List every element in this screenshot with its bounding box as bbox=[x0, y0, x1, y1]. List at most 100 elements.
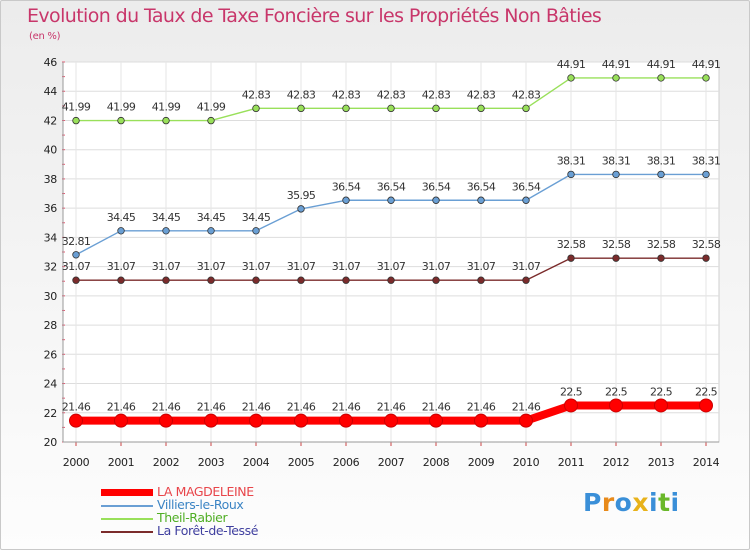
data-label: 31.07 bbox=[377, 260, 406, 273]
data-point bbox=[612, 254, 620, 262]
legend-label: LA MAGDELEINE bbox=[157, 484, 254, 499]
data-point bbox=[72, 116, 80, 125]
data-point bbox=[657, 254, 665, 262]
data-point bbox=[162, 116, 170, 125]
data-point bbox=[474, 413, 488, 428]
data-label: 21.46 bbox=[107, 401, 136, 414]
data-point bbox=[654, 398, 668, 413]
data-label: 21.46 bbox=[152, 401, 181, 414]
data-label: 34.45 bbox=[242, 211, 271, 224]
data-point bbox=[297, 276, 305, 284]
data-point bbox=[429, 413, 443, 428]
data-label: 32.81 bbox=[62, 235, 91, 248]
data-point bbox=[249, 413, 263, 428]
x-tick-label: 2006 bbox=[333, 456, 360, 469]
x-tick-label: 2003 bbox=[198, 456, 225, 469]
y-tick-label: 30 bbox=[44, 290, 58, 303]
data-point bbox=[564, 398, 578, 413]
data-label: 42.83 bbox=[332, 88, 361, 101]
data-point bbox=[159, 413, 173, 428]
y-tick-label: 42 bbox=[44, 114, 57, 127]
data-label: 31.07 bbox=[242, 260, 271, 273]
x-tick-label: 2002 bbox=[153, 456, 179, 469]
y-tick-label: 22 bbox=[44, 407, 57, 420]
data-point bbox=[342, 196, 350, 204]
x-tick-label: 2012 bbox=[603, 456, 629, 469]
data-label: 42.83 bbox=[467, 88, 496, 101]
data-label: 31.07 bbox=[422, 260, 451, 273]
data-point bbox=[117, 227, 125, 235]
data-label: 31.07 bbox=[107, 260, 136, 273]
data-point bbox=[114, 413, 128, 428]
x-tick-label: 2014 bbox=[693, 456, 720, 469]
data-point bbox=[522, 196, 530, 204]
data-label: 38.31 bbox=[557, 154, 586, 167]
data-label: 36.54 bbox=[422, 180, 451, 193]
data-point bbox=[297, 104, 305, 113]
data-label: 22.5 bbox=[560, 385, 583, 398]
data-label: 38.31 bbox=[692, 154, 721, 167]
x-tick-label: 2004 bbox=[243, 456, 270, 469]
data-label: 21.46 bbox=[62, 401, 91, 414]
data-label: 32.58 bbox=[557, 238, 586, 251]
data-point bbox=[567, 254, 575, 262]
data-point bbox=[432, 196, 440, 204]
data-point bbox=[162, 276, 170, 284]
data-point bbox=[519, 413, 533, 428]
data-point bbox=[387, 276, 395, 284]
data-point bbox=[477, 104, 485, 113]
data-point bbox=[702, 74, 710, 82]
data-label: 42.83 bbox=[287, 88, 316, 101]
data-label: 44.91 bbox=[647, 58, 676, 71]
x-tick-label: 2001 bbox=[108, 456, 134, 469]
y-tick-label: 34 bbox=[44, 231, 58, 244]
legend-swatch bbox=[101, 505, 153, 507]
data-label: 31.07 bbox=[62, 260, 91, 273]
data-label: 31.07 bbox=[332, 260, 361, 273]
y-tick-label: 24 bbox=[44, 378, 58, 391]
data-label: 22.5 bbox=[605, 385, 628, 398]
data-point bbox=[699, 398, 713, 413]
x-tick-label: 2008 bbox=[423, 456, 450, 469]
y-tick-label: 40 bbox=[44, 144, 58, 157]
data-label: 44.91 bbox=[557, 58, 586, 71]
y-tick-label: 36 bbox=[44, 202, 58, 215]
data-label: 41.99 bbox=[152, 101, 181, 114]
data-label: 31.07 bbox=[152, 260, 181, 273]
data-label: 38.31 bbox=[602, 154, 631, 167]
data-label: 21.46 bbox=[287, 401, 316, 414]
data-label: 44.91 bbox=[692, 58, 721, 71]
data-point bbox=[252, 276, 260, 284]
data-point bbox=[207, 227, 215, 235]
data-point bbox=[477, 276, 485, 284]
data-label: 32.58 bbox=[602, 238, 631, 251]
data-point bbox=[204, 413, 218, 428]
legend-label: Theil-Rabier bbox=[157, 510, 228, 525]
data-label: 21.46 bbox=[422, 401, 451, 414]
data-point bbox=[609, 398, 623, 413]
data-label: 41.99 bbox=[107, 101, 136, 114]
data-label: 31.07 bbox=[512, 260, 541, 273]
data-point bbox=[387, 104, 395, 113]
chart-title: Evolution du Taux de Taxe Foncière sur l… bbox=[27, 5, 602, 27]
data-label: 22.5 bbox=[650, 385, 673, 398]
y-tick-label: 44 bbox=[44, 85, 58, 98]
data-label: 36.54 bbox=[377, 180, 406, 193]
x-tick-label: 2005 bbox=[288, 456, 315, 469]
data-label: 21.46 bbox=[512, 401, 541, 414]
data-label: 44.91 bbox=[602, 58, 631, 71]
data-point bbox=[612, 74, 620, 82]
y-tick-label: 32 bbox=[44, 261, 57, 274]
data-point bbox=[522, 276, 530, 284]
data-point bbox=[339, 413, 353, 428]
data-label: 31.07 bbox=[197, 260, 226, 273]
data-label: 34.45 bbox=[197, 211, 226, 224]
data-label: 42.83 bbox=[512, 88, 541, 101]
y-tick-label: 46 bbox=[44, 56, 58, 69]
legend-swatch bbox=[101, 489, 153, 496]
data-point bbox=[384, 413, 398, 428]
data-point bbox=[567, 74, 575, 82]
data-label: 21.46 bbox=[467, 401, 496, 414]
data-point bbox=[477, 196, 485, 204]
